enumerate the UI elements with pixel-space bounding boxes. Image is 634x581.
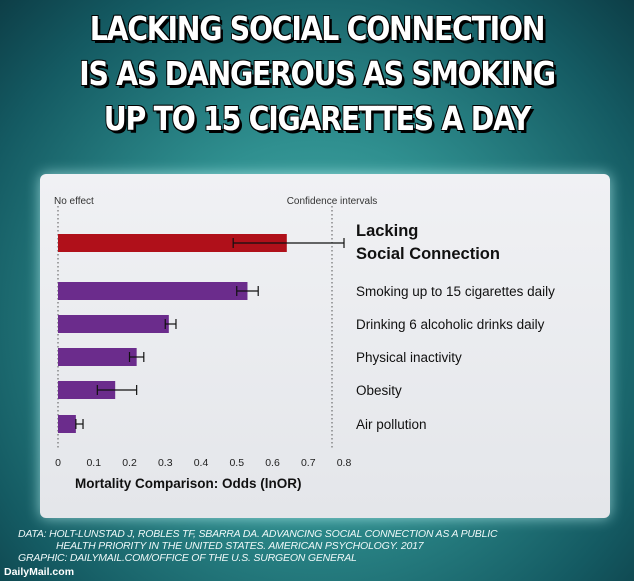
category-label-2: Smoking up to 15 cigarettes daily <box>356 284 555 299</box>
x-tick-label-0.4: 0.4 <box>194 457 209 469</box>
source-line-2: HEALTH PRIORITY IN THE UNITED STATES. AM… <box>56 540 424 552</box>
category-label-3: Drinking 6 alcoholic drinks daily <box>356 317 545 332</box>
category-label-6: Air pollution <box>356 417 427 432</box>
chart-panel: No effect Confidence intervals Lacking Soci… <box>40 174 610 518</box>
x-tick-label-0.1: 0.1 <box>86 457 101 469</box>
bar-2 <box>58 282 248 300</box>
bar-1 <box>58 234 287 252</box>
source-line-3: GRAPHIC: DAILYMAIL.COM/OFFICE OF THE U.S… <box>18 552 357 564</box>
headline-line-1: LACKING SOCIAL CONNECTION <box>89 9 546 48</box>
category-label-1-line-1: Lacking <box>356 222 418 240</box>
category-label-1-line-2: Social Connection <box>356 245 500 263</box>
headline-line-2: IS AS DANGEROUS AS SMOKING <box>79 54 556 93</box>
x-tick-label-0.6: 0.6 <box>265 457 280 469</box>
headline-line-3: UP TO 15 CIGARETTES A DAY <box>103 99 532 138</box>
dailymail-logo: DailyMail.com <box>4 566 75 578</box>
source-line-1: DATA: HOLT-LUNSTAD J, ROBLES TF, SBARRA … <box>18 528 498 540</box>
category-label-5: Obesity <box>356 383 402 398</box>
headline: LACKING SOCIAL CONNECTION IS AS DANGEROU… <box>44 6 589 141</box>
x-tick-label-0.7: 0.7 <box>301 457 316 469</box>
x-tick-label-0: 0 <box>55 457 61 469</box>
x-tick-label-0.8: 0.8 <box>337 457 352 469</box>
bar-chart: No effect Confidence intervals Lacking Soci… <box>54 196 555 491</box>
bar-4 <box>58 348 137 366</box>
x-axis-label: Mortality Comparison: Odds (lnOR) <box>75 476 302 491</box>
source-credit: DATA: HOLT-LUNSTAD J, ROBLES TF, SBARRA … <box>18 528 628 564</box>
bar-6 <box>58 415 76 433</box>
x-tick-label-0.2: 0.2 <box>122 457 137 469</box>
bar-3 <box>58 315 169 333</box>
x-tick-label-0.3: 0.3 <box>158 457 173 469</box>
bar-5 <box>58 381 116 399</box>
x-tick-label-0.5: 0.5 <box>229 457 244 469</box>
category-label-4: Physical inactivity <box>356 350 462 365</box>
confidence-intervals-label: Confidence intervals <box>287 196 378 207</box>
no-effect-label: No effect <box>54 196 94 207</box>
